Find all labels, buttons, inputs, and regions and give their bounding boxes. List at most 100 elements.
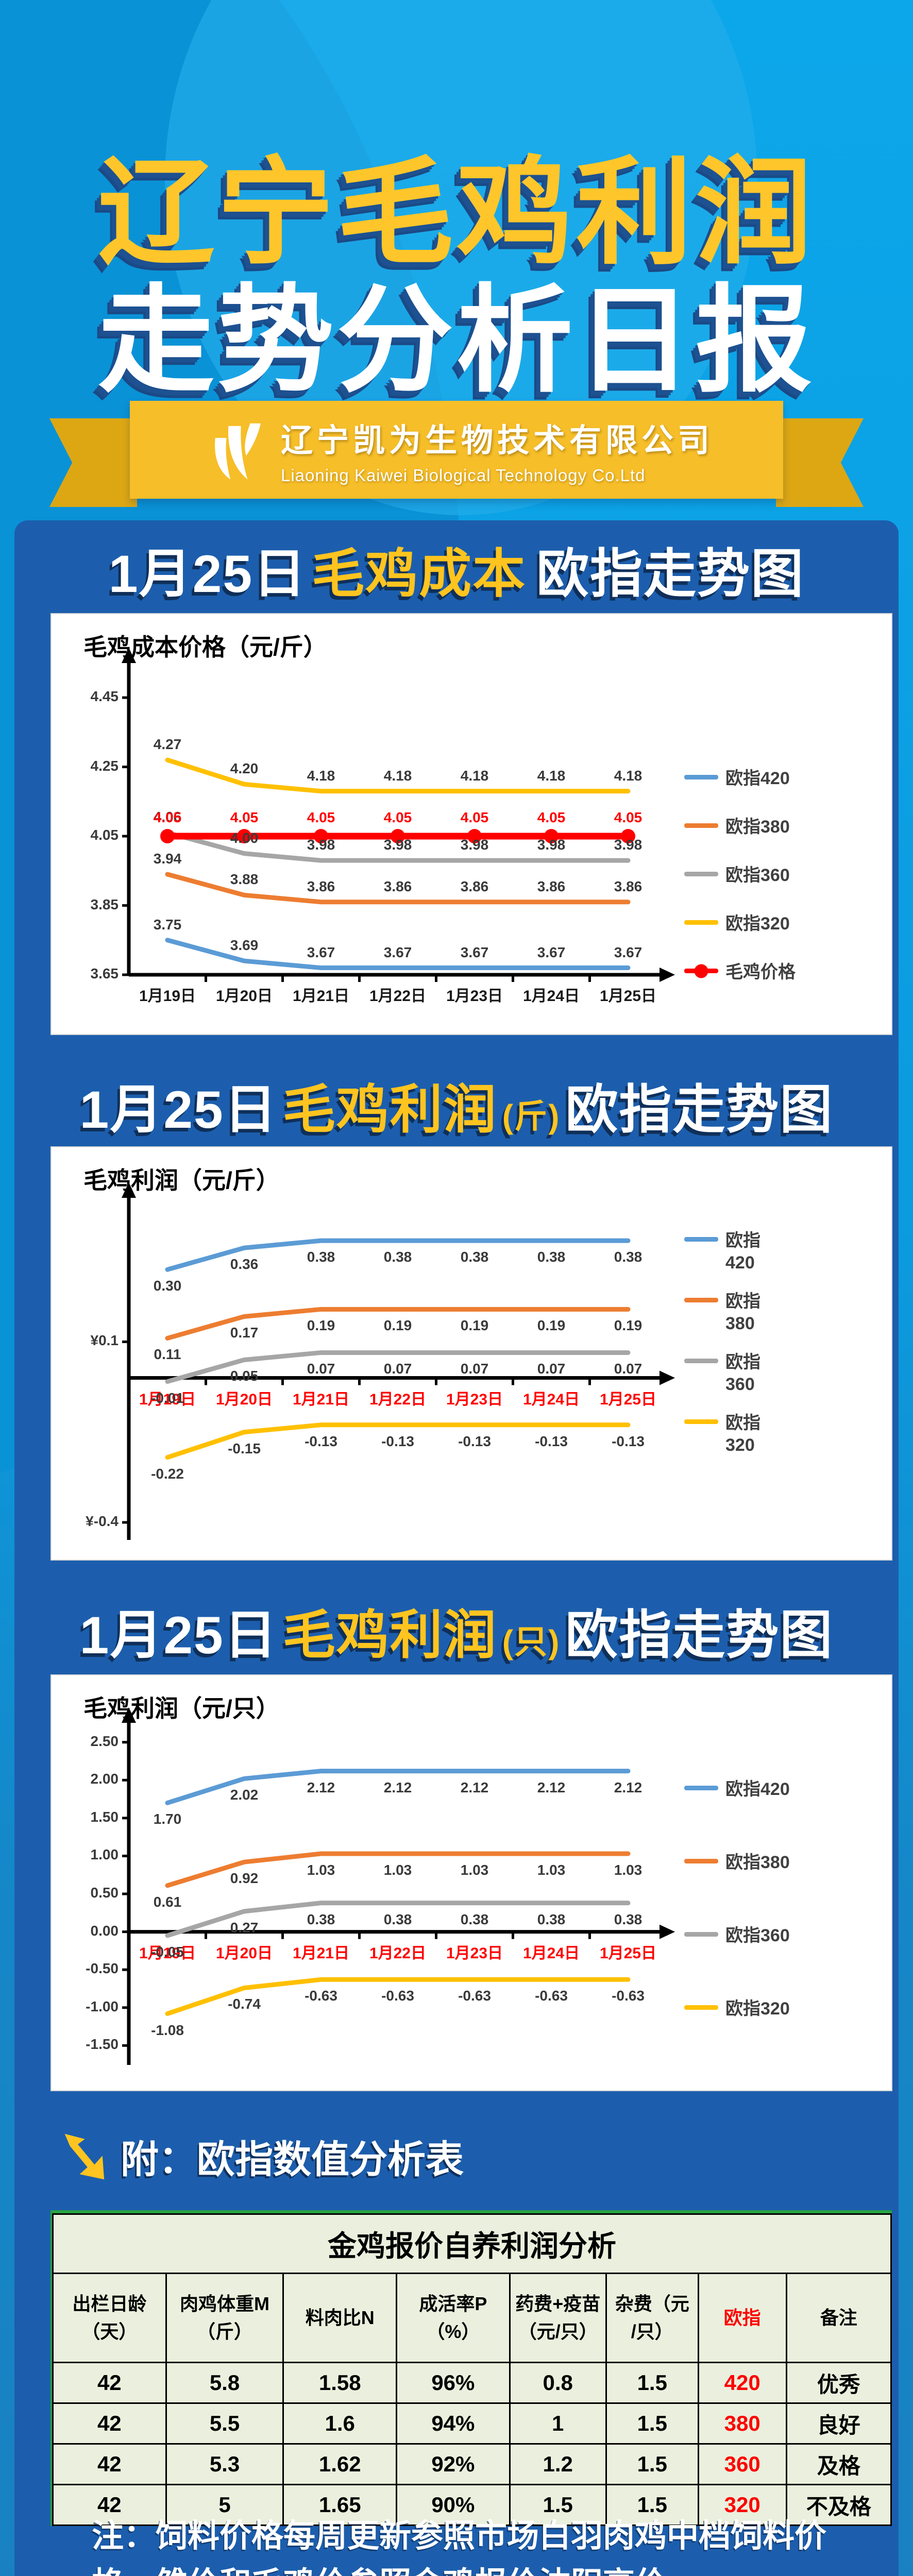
- legend-label-line: 欧指: [725, 1231, 760, 1250]
- value-label: -0.13: [535, 1433, 568, 1449]
- value-label: 3.67: [383, 944, 412, 960]
- value-label: 4.05: [460, 809, 489, 826]
- y-axis-arrow: [122, 648, 136, 663]
- chart-canvas: [122, 1182, 675, 1540]
- value-label: 4.06: [153, 809, 182, 825]
- legend-line: [684, 920, 718, 925]
- x-axis-label: 1月20日: [215, 988, 273, 1005]
- x-axis-label: 1月20日: [215, 1944, 273, 1962]
- table-row: 42 5 1.65 90% 1.5 1.5 320 不及格: [52, 2484, 892, 2526]
- legend-item: 欧指420: [684, 768, 790, 790]
- table-row: 42 5.5 1.6 94% 1 1.5 380 良好: [52, 2402, 892, 2445]
- legend-line: [684, 1359, 718, 1363]
- table-cell: 良好: [785, 2402, 892, 2445]
- series-line: [165, 1977, 631, 2016]
- analysis-table: 金鸡报价自养利润分析 出栏日龄 （天） 肉鸡体重M （斤） 料肉比N 成活率P （%）药…: [52, 2213, 892, 2526]
- table-row: 42 5.3 1.62 92% 1.2 1.5 360 及格: [52, 2443, 892, 2485]
- value-label: 0.19: [307, 1317, 335, 1334]
- table-cell: 42: [52, 2484, 167, 2526]
- legend-label-line: 欧指320: [725, 914, 790, 934]
- value-label: -0.01: [151, 1389, 184, 1406]
- table-cell: 不及格: [785, 2484, 892, 2526]
- value-label: 2.12: [460, 1779, 489, 1795]
- value-label: 1.03: [383, 1862, 412, 1878]
- x-axis-label: 1月21日: [292, 1391, 350, 1408]
- legend-item: 欧指360: [684, 865, 790, 887]
- series-line: [165, 1307, 631, 1341]
- legend-label: 欧指320: [725, 1998, 790, 2020]
- value-label: -0.22: [151, 1465, 184, 1482]
- x-axis-arrow: [660, 1924, 675, 1939]
- value-label: -0.63: [458, 1988, 491, 2004]
- footnote-text: 注：饲料价格每周更新参照市场白羽肉鸡中档饲料价格，雏价和毛鸡价参照金鸡报价沈阳高…: [92, 2518, 827, 2576]
- legend-label-line: 欧指380: [725, 1853, 790, 1872]
- legend-label: 欧指360: [725, 865, 790, 887]
- legend-item: 欧指420: [684, 1778, 790, 1801]
- chart-title-profit-jin: 毛鸡利润（元/斤）: [83, 1167, 280, 1194]
- section-title-profit-jin: 1月25日毛鸡利润 (斤)欧指走势图: [14, 1067, 899, 1143]
- value-label: 3.67: [614, 944, 643, 960]
- table-cell: 及格: [785, 2443, 892, 2485]
- table-cell: 1: [509, 2402, 607, 2445]
- legend-label-line: 毛鸡价格: [725, 962, 796, 982]
- series-marker: [160, 829, 175, 844]
- value-label: 4.18: [307, 767, 335, 784]
- value-label: 0.38: [307, 1911, 335, 1927]
- legend-item: 欧指380: [684, 816, 790, 838]
- x-axis-label: 1月23日: [446, 1391, 503, 1408]
- value-label: 3.94: [153, 851, 182, 867]
- value-label: -0.05: [151, 1943, 184, 1960]
- main-title-line2: 走势分析日报: [97, 275, 815, 405]
- value-label: 3.75: [153, 916, 182, 933]
- x-axis-arrow: [660, 968, 675, 982]
- ribbon-tail-right: [776, 418, 864, 507]
- value-label: 3.67: [537, 944, 566, 960]
- section-title-prefix: 1月25日: [79, 1606, 278, 1665]
- table-cell: 1.65: [282, 2484, 398, 2526]
- table-cell: 360: [697, 2443, 787, 2485]
- chart-title-cost: 毛鸡成本价格（元/斤）: [83, 634, 327, 660]
- value-label: 3.98: [614, 837, 643, 853]
- series-line: [165, 938, 631, 971]
- table-cell: 42: [52, 2362, 167, 2404]
- value-label: -0.63: [305, 1988, 337, 2004]
- x-axis-label: 1月22日: [369, 1391, 427, 1408]
- section-title-prefix: 1月25日: [79, 1080, 278, 1139]
- value-label: 0.07: [614, 1361, 643, 1377]
- value-label: 3.98: [307, 837, 335, 853]
- chart-title-profit-bird: 毛鸡利润（元/只）: [83, 1695, 280, 1722]
- value-label: 4.05: [383, 809, 412, 826]
- value-label: 1.70: [153, 1811, 182, 1827]
- value-label: 2.12: [614, 1779, 643, 1795]
- x-axis-label: 1月19日: [139, 1391, 196, 1408]
- annex-heading-text: 附：欧指数值分析表: [121, 2138, 464, 2181]
- legend-line: [684, 1237, 718, 1242]
- series-line: [165, 830, 631, 863]
- legend-label-line: 420: [725, 1252, 755, 1273]
- company-name-block: 辽宁凯为生物技术有限公司 Liaoning Kaiwei Biological …: [281, 414, 714, 485]
- section-title-paren: (斤): [502, 1098, 561, 1135]
- legend-line: [684, 1859, 718, 1863]
- table-cell: 380: [697, 2402, 787, 2445]
- legend-label: 欧指380: [725, 1852, 790, 1874]
- legend-item: 欧指320: [684, 1998, 790, 2020]
- table-cell: 5.8: [165, 2362, 284, 2404]
- table-header-cell: 备注: [785, 2273, 892, 2363]
- x-axis-label: 1月22日: [369, 988, 427, 1005]
- table-header-cell: 药费+疫苗 （元/只）: [509, 2273, 607, 2363]
- x-axis-label: 1月24日: [522, 988, 580, 1005]
- value-label: 2.12: [307, 1779, 335, 1795]
- section-title-suffix: 欧指走势图: [565, 1080, 834, 1139]
- value-label: 0.19: [537, 1317, 566, 1334]
- x-axis-label: 1月23日: [446, 1944, 503, 1962]
- company-ribbon: 辽宁凯为生物技术有限公司 Liaoning Kaiwei Biological …: [130, 401, 783, 499]
- value-label: 0.07: [537, 1361, 566, 1377]
- y-tick-label: 0.00: [90, 1922, 119, 1939]
- value-label: 4.18: [537, 767, 566, 784]
- series-marker: [391, 829, 405, 844]
- section-title-highlight: 毛鸡成本: [312, 545, 527, 603]
- legend-label-line: 欧指380: [725, 817, 790, 837]
- value-label: 1.03: [614, 1862, 643, 1878]
- table-cell: 320: [697, 2484, 787, 2526]
